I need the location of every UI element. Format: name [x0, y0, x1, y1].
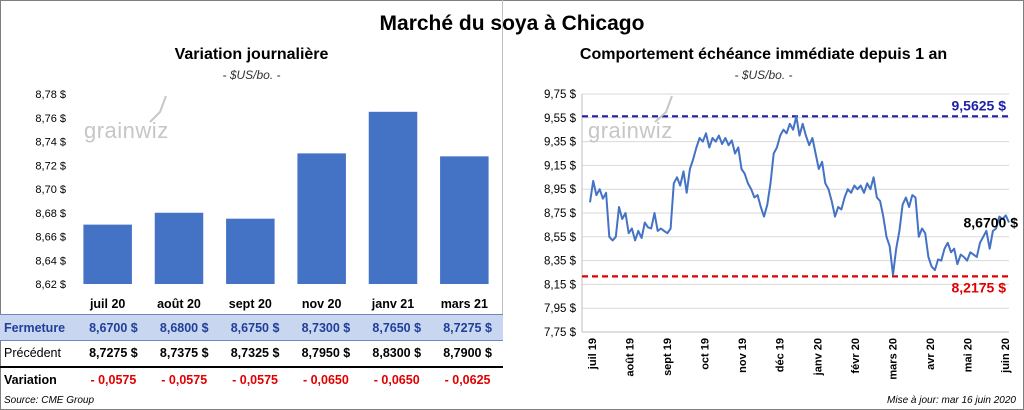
- x-tick-label: mars 21: [441, 297, 488, 311]
- y-tick-label: 8,75 $: [544, 208, 577, 220]
- x-tick-label: juin 20: [1000, 338, 1012, 374]
- line-chart-title: Comportement échéance immédiate depuis 1…: [579, 46, 948, 63]
- y-tick-label: 8,64 $: [35, 255, 66, 267]
- y-tick-label: 8,62 $: [35, 279, 66, 291]
- table-row-precedent: Précédent 8,7275 $ 8,7375 $ 8,7325 $ 8,7…: [0, 341, 503, 367]
- bar: [297, 153, 346, 284]
- bar: [83, 224, 132, 284]
- line-chart-watermark: grainwiz: [588, 118, 673, 143]
- x-tick-label: avr 20: [925, 338, 937, 370]
- bar-chart-unit: - $US/bo. -: [222, 68, 281, 82]
- table-cell: - 0,0650: [290, 365, 362, 393]
- bar-chart: 8,62 $ 8,64 $ 8,66 $ 8,68 $ 8,70 $ 8,72 $ 8,74…: [35, 0, 503, 314]
- y-tick-label: 8,76 $: [35, 113, 66, 125]
- bar: [154, 212, 204, 284]
- min-reference-label: 8,2175 $: [952, 279, 1007, 295]
- y-tick-label: 9,55 $: [544, 113, 577, 125]
- main-title: Marché du soya à Chicago: [379, 12, 645, 35]
- table-cell: - 0,0650: [361, 365, 433, 393]
- x-tick-label: janv 20: [812, 338, 824, 376]
- y-tick-label: 8,68 $: [35, 208, 66, 220]
- table-cell: 8,7275 $: [89, 346, 138, 361]
- table-row-variation: Variation - 0,0575 - 0,0575 - 0,0575 - 0…: [0, 365, 503, 393]
- source-note: Source: CME Group: [4, 395, 95, 406]
- x-tick-label: nov 20: [302, 297, 342, 311]
- table-cell: 8,8300 $: [372, 346, 422, 361]
- x-tick-label: janv 21: [371, 297, 414, 311]
- price-series-line: [589, 115, 1010, 276]
- line-chart-unit: - $US/bo. -: [734, 68, 793, 82]
- table-cell: 8,7650 $: [361, 314, 433, 341]
- y-tick-label: 7,75 $: [544, 327, 577, 339]
- bar: [368, 111, 418, 284]
- x-tick-label: sept 20: [229, 297, 272, 311]
- bar-chart-watermark: grainwiz: [84, 118, 169, 143]
- table-cell: 8,6800 $: [148, 314, 220, 341]
- x-tick-label: févr 20: [850, 338, 862, 373]
- table-cell: 8,6750 $: [219, 314, 291, 341]
- update-note: Mise à jour: mar 16 juin 2020: [887, 395, 1016, 406]
- x-tick-label: juil 20: [89, 297, 125, 311]
- y-tick-label: 8,70 $: [35, 184, 66, 196]
- table-cell: 8,7300 $: [290, 314, 362, 341]
- table-cell: - 0,0575: [148, 365, 220, 393]
- row-label: Précédent: [4, 346, 61, 361]
- table-cell: 8,7375 $: [159, 346, 209, 361]
- table-cell: 8,6700 $: [78, 314, 149, 341]
- y-tick-label: 8,15 $: [544, 279, 577, 291]
- row-label: Fermeture: [0, 314, 78, 341]
- bar: [226, 218, 275, 284]
- x-tick-label: déc 19: [775, 338, 787, 372]
- table-cell: 8,7900 $: [443, 346, 492, 361]
- y-tick-label: 9,15 $: [544, 160, 577, 172]
- y-tick-label: 8,74 $: [35, 137, 66, 149]
- bar-chart-title: Variation journalière: [174, 46, 329, 63]
- x-tick-label: août 19: [625, 338, 637, 377]
- price-table: Fermeture 8,6700 $ 8,6800 $ 8,6750 $ 8,7…: [0, 314, 503, 393]
- y-tick-label: 8,35 $: [544, 256, 577, 268]
- watermark-mark: [654, 95, 673, 123]
- y-tick-label: 8,95 $: [544, 184, 577, 196]
- x-tick-label: sept 19: [662, 338, 674, 376]
- y-tick-label: 7,95 $: [544, 303, 577, 315]
- bar: [440, 156, 489, 284]
- x-tick-label: mars 20: [887, 338, 899, 380]
- y-tick-label: 9,35 $: [544, 137, 577, 149]
- table-cell: - 0,0575: [78, 365, 149, 393]
- y-tick-label: 8,72 $: [35, 160, 66, 172]
- y-tick-label: 8,55 $: [544, 232, 577, 244]
- table-cell: - 0,0625: [432, 365, 503, 393]
- x-tick-label: oct 19: [700, 338, 712, 370]
- y-tick-label: 9,75 $: [544, 89, 577, 101]
- x-tick-label: nov 19: [737, 338, 749, 373]
- y-tick-label: 8,78 $: [35, 89, 66, 101]
- table-row-fermeture: Fermeture 8,6700 $ 8,6800 $ 8,6750 $ 8,7…: [0, 314, 503, 341]
- x-tick-label: juil 19: [587, 338, 599, 370]
- x-tick-label: août 20: [157, 297, 201, 311]
- last-value-label: 8,6700 $: [964, 215, 1019, 231]
- table-cell: 8,7325 $: [230, 346, 280, 361]
- table-cell: - 0,0575: [219, 365, 291, 393]
- table-cell: 8,7950 $: [301, 346, 351, 361]
- y-tick-label: 8,66 $: [35, 232, 66, 244]
- watermark-mark: [149, 95, 167, 123]
- max-reference-label: 9,5625 $: [952, 97, 1007, 113]
- x-tick-label: mai 20: [962, 338, 974, 372]
- table-cell: 8,7275 $: [432, 314, 503, 341]
- row-label: Variation: [0, 365, 78, 393]
